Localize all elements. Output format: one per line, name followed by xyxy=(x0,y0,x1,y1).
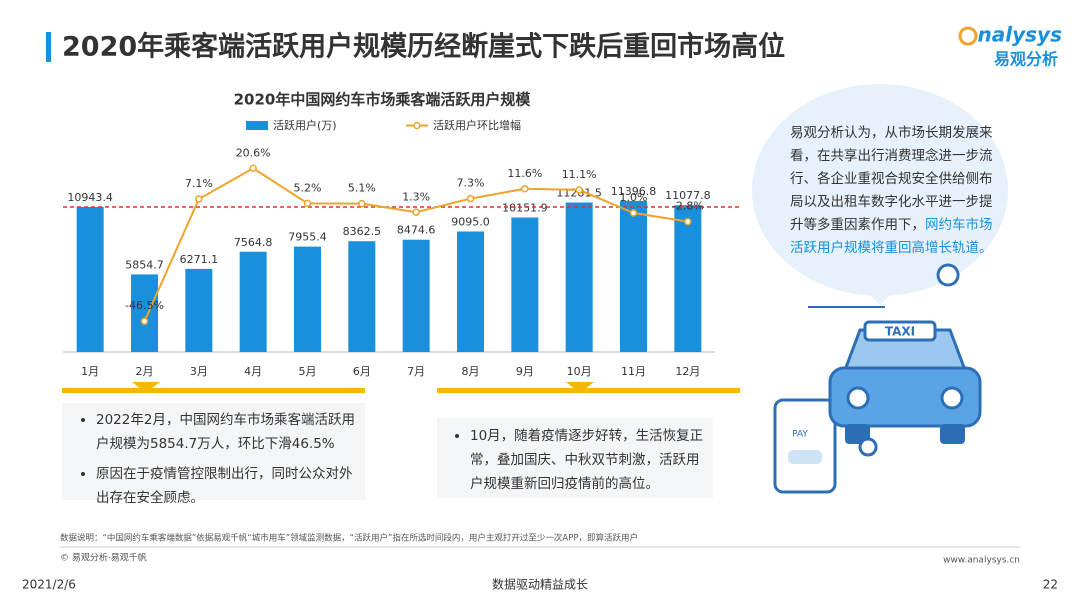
arrow xyxy=(132,382,160,393)
title-accent xyxy=(46,32,51,62)
source-note: 数据说明：“中国网约车乘客端数据”依据易观千帆“城市用车”领域监测数据，“活跃用… xyxy=(60,533,638,544)
slogan: 数据驱动精益成长 xyxy=(492,577,588,592)
data-label: 8474.6 xyxy=(397,224,436,237)
line-point xyxy=(684,217,692,226)
highlight-bar xyxy=(62,388,365,393)
note-right: 10月，随着疫情逐步好转，生活恢复正常，叠加国庆、中秋双节刺激，活跃用户规模重新… xyxy=(450,424,708,502)
bubble-tail xyxy=(860,285,900,305)
copyright: © 易观分析·易观千帆 xyxy=(60,552,147,564)
bar xyxy=(402,239,430,352)
x-tick-label: 11月 xyxy=(621,365,646,378)
line-point xyxy=(140,317,149,325)
data-label: 11.6% xyxy=(507,167,542,180)
highlight-bar xyxy=(437,388,740,393)
data-label: 1.3% xyxy=(402,190,430,203)
website: www.analysys.cn xyxy=(943,556,1020,566)
data-label: 10943.4 xyxy=(67,191,113,204)
taxi-label: TAXI xyxy=(885,325,915,339)
data-label: 7.1% xyxy=(185,177,213,190)
bar xyxy=(131,274,158,352)
data-label: 1.0% xyxy=(620,191,648,204)
data-label: 20.6% xyxy=(236,146,271,159)
data-label: -46.5% xyxy=(125,299,164,312)
bar xyxy=(239,251,267,352)
x-tick-label: 2月 xyxy=(136,365,154,378)
line-point xyxy=(303,199,312,208)
data-label: 9095.0 xyxy=(451,215,490,228)
x-tick-label: 10月 xyxy=(567,365,592,378)
line-point xyxy=(249,164,257,173)
line-point xyxy=(575,186,583,194)
x-tick-label: 6月 xyxy=(353,365,371,378)
data-label: 5.1% xyxy=(348,182,376,195)
legend-label: 活跃用户(万) xyxy=(273,118,337,132)
data-label: 10151.9 xyxy=(502,201,548,214)
note-item: 2022年2月，中国网约车市场乘客端活跃用户规模为5854.7万人，环比下滑46… xyxy=(96,408,358,456)
taxi-illustration: PAY TAXI xyxy=(773,263,982,494)
arrow xyxy=(566,382,594,393)
bar xyxy=(674,205,702,352)
line-point xyxy=(412,208,420,217)
note-left: 2022年2月，中国网约车市场乘客端活跃用户规模为5854.7万人，环比下滑46… xyxy=(76,408,358,516)
date: 2021/2/6 xyxy=(22,578,76,592)
note-box xyxy=(437,418,713,498)
bar xyxy=(565,202,593,352)
bar xyxy=(76,206,104,352)
note-box xyxy=(62,403,365,500)
x-tick-label: 3月 xyxy=(190,365,208,378)
line-point xyxy=(466,194,475,203)
line-point xyxy=(629,209,638,217)
logo-mark xyxy=(958,26,978,46)
bar xyxy=(348,241,376,352)
data-label: -2.8% xyxy=(672,200,704,213)
line-point xyxy=(195,195,203,203)
bar xyxy=(294,246,321,352)
bar xyxy=(457,231,484,352)
bar xyxy=(620,200,647,352)
note-item: 10月，随着疫情逐步好转，生活恢复正常，叠加国庆、中秋双节刺激，活跃用户规模重新… xyxy=(470,424,708,496)
x-tick-label: 7月 xyxy=(407,365,425,378)
data-label: 5.2% xyxy=(294,181,322,194)
bar xyxy=(511,217,539,352)
x-tick-label: 9月 xyxy=(516,365,534,378)
bar xyxy=(185,268,213,352)
data-label: 6271.1 xyxy=(180,253,219,266)
legend-swatch xyxy=(413,121,421,130)
pay-label: PAY xyxy=(792,430,808,440)
x-tick-label: 5月 xyxy=(299,365,317,378)
data-label: 7955.4 xyxy=(288,231,327,244)
insight-bubble xyxy=(752,84,1008,296)
insight-highlight: 网约车市场活跃用户规模将重回高增长轨道。 xyxy=(790,217,993,256)
note-item: 原因在于疫情管控限制出行，同时公众对外出存在安全顾虑。 xyxy=(96,462,358,510)
legend-swatch xyxy=(246,121,268,130)
data-label: 5854.7 xyxy=(125,258,164,271)
logo-cn: 易观分析 xyxy=(994,50,1058,69)
insight-text: 易观分析认为，从市场长期发展来看，在共享出行消费理念进一步流行、各企业重视合规安… xyxy=(790,122,996,260)
slide-title: 2020年乘客端活跃用户规模历经断崖式下跌后重回市场高位 xyxy=(62,31,785,63)
chart-title: 2020年中国网约车市场乘客端活跃用户规模 xyxy=(234,91,532,109)
x-tick-label: 12月 xyxy=(675,365,700,378)
data-label: 11396.8 xyxy=(611,185,657,198)
x-tick-label: 8月 xyxy=(462,365,480,378)
legend-label: 活跃用户环比增幅 xyxy=(433,118,521,132)
line-point xyxy=(521,185,529,193)
insight: 易观分析认为，从市场长期发展来看，在共享出行消费理念进一步流行、各企业重视合规安… xyxy=(790,125,993,233)
x-tick-label: 1月 xyxy=(81,365,99,378)
page-number: 22 xyxy=(1043,578,1058,592)
logo-en: nalysys xyxy=(978,23,1063,47)
data-label: 11077.8 xyxy=(665,189,711,202)
data-label: 7.3% xyxy=(457,177,485,190)
data-label: 7564.8 xyxy=(234,236,273,249)
line-point xyxy=(358,199,366,208)
x-tick-label: 4月 xyxy=(244,365,262,378)
data-label: 11.1% xyxy=(562,168,597,181)
data-label: 8362.5 xyxy=(343,225,382,238)
